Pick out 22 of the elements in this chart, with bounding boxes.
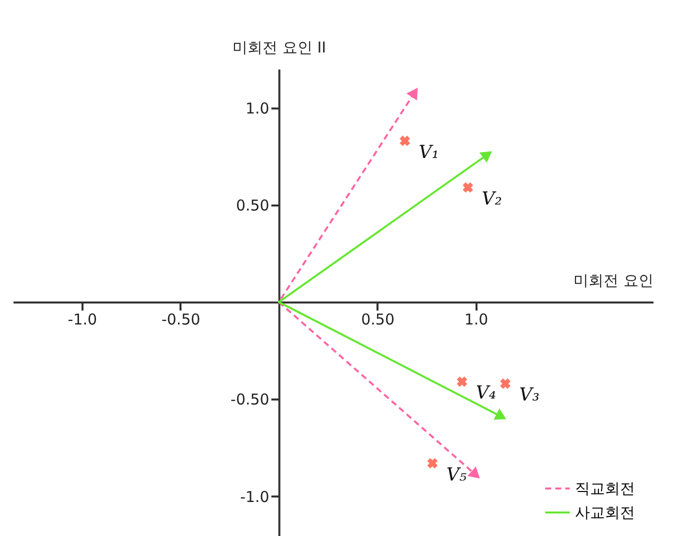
point [427, 458, 438, 468]
x-axis-title: 미회전 요인 [574, 272, 654, 290]
point [456, 376, 468, 387]
annotation: V₁ [418, 142, 439, 163]
legend-label: 사교회전 [575, 504, 635, 522]
annotation: V₃ [519, 384, 540, 406]
y-tick-label: 0.50 [236, 196, 270, 214]
legend-label: 직교회전 [575, 480, 635, 498]
x-tick-label: 1.0 [464, 310, 488, 329]
x-tick-label: -0.50 [161, 310, 200, 329]
x-tick-label: 0.50 [361, 310, 395, 329]
y-tick-label: -1.0 [240, 488, 270, 506]
y-axis-title: 미회전 요인 II [232, 38, 326, 56]
x-tick-label: -1.0 [68, 310, 98, 329]
annotation: V₂ [482, 188, 502, 210]
y-tick-label: 1.0 [245, 99, 270, 118]
annotation: V₅ [446, 464, 467, 486]
y-tick-label: -0.50 [230, 390, 270, 409]
point [400, 136, 410, 146]
annotation: V₄ [476, 382, 496, 404]
point [500, 378, 510, 389]
point [462, 182, 474, 193]
